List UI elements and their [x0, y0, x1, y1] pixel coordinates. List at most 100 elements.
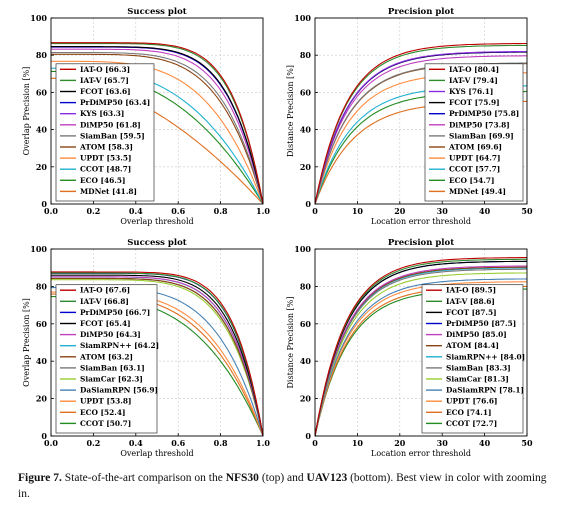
nfs-precision-series-line-iat-o [315, 42, 527, 204]
uav-precision-legend-entry: DaSiamRPN [78.1] [446, 386, 524, 395]
nfs-precision-series-group [315, 42, 527, 204]
uav-precision-series-line-iat-o [315, 257, 527, 436]
nfs-success-legend-entry: IAT-V [65.7] [80, 76, 129, 85]
uav-precision-series-group [315, 257, 527, 436]
nfs-precision-ytick-label: 0 [305, 199, 311, 209]
nfs-precision-legend-entry: IAT-V [79.4] [449, 76, 498, 85]
uav-success-series-line-dimp50 [51, 276, 263, 436]
nfs-success-xtick-label: 0.6 [171, 206, 185, 216]
uav-precision-legend-entry: PrDiMP50 [87.5] [446, 319, 516, 328]
nfs-precision-xtick-label: 50 [521, 206, 533, 216]
nfs-success-xlabel: Overlap threshold [120, 217, 193, 226]
nfs-success-series-line-iat-v [51, 43, 263, 204]
nfs-precision-plot-frame [314, 17, 528, 205]
uav-success-legend-entry: UPDT [53.8] [80, 397, 131, 406]
uav-precision-ytick-label: 0 [305, 431, 311, 441]
uav-success-xtick-label: 0.4 [129, 438, 143, 448]
nfs-success-legend-entry: ECO [46.5] [80, 176, 126, 185]
nfs-precision-chart: 0 10 20 30 40 50 0 20 40 60 80 100 Precision plot Loc… [286, 7, 533, 226]
uav-precision-legend-entry: UPDT [76.6] [446, 397, 497, 406]
uav-success-ytick-label: 0 [41, 431, 47, 441]
nfs-success-legend-entry: SiamBan [59.5] [80, 131, 145, 140]
nfs-precision-xlabel: Location error threshold [371, 217, 471, 226]
nfs-precision-title: Precision plot [388, 7, 454, 17]
uav-success-legend-entry: DaSiamRPN [56.9] [80, 386, 158, 395]
nfs-precision-legend-entry: DiMP50 [73.8] [449, 120, 510, 129]
nfs-precision-legend-entry: ATOM [69.6] [448, 143, 502, 152]
nfs-precision-series-line-kys [315, 50, 527, 204]
nfs-success-series-line-fcot [51, 46, 263, 204]
uav-success-xtick-label: 0.8 [214, 438, 228, 448]
uav-success-ytick-label: 80 [36, 281, 48, 291]
uav-precision-legend-entry: SiamBan [83.3] [446, 363, 511, 372]
uav-precision-xtick-label: 10 [352, 438, 364, 448]
nfs-precision-series-line-iat-v [315, 44, 527, 204]
uav-success-xtick-label: 0.6 [171, 438, 185, 448]
nfs-precision-xtick-label: 20 [394, 206, 406, 216]
caption-text-middle: (top) and [261, 472, 304, 484]
nfs-success-legend-entry: UPDT [53.5] [80, 154, 131, 163]
nfs-precision-ytick-label: 80 [300, 50, 312, 60]
nfs-success-legend-entry: CCOT [48.7] [80, 165, 131, 174]
nfs-success-ytick-label: 0 [41, 199, 47, 209]
uav-success-legend-entry: ATOM [63.2] [79, 352, 133, 361]
nfs-precision-legend-entry: MDNet [49.4] [449, 187, 506, 196]
nfs-precision-legend-entry: CCOT [57.7] [449, 165, 500, 174]
uav-precision-legend-entry: DiMP50 [85.0] [446, 330, 507, 339]
nfs-precision-legend-entry: PrDiMP50 [75.8] [449, 109, 519, 118]
nfs-success-legend-entry: KYS [63.3] [80, 109, 124, 118]
uav-precision-series-line-fcot [315, 260, 527, 436]
caption-dataset-bottom: UAV123 [306, 472, 348, 484]
nfs-success-legend-entry: IAT-O [66.3] [80, 65, 130, 74]
nfs-precision-ytick-label: 40 [300, 125, 312, 135]
uav-precision-series-line-dasiamrpn [315, 278, 527, 436]
nfs-success-legend-entry: PrDiMP50 [63.4] [80, 98, 150, 107]
uav-precision-ytick-label: 60 [300, 319, 312, 329]
nfs-success-xtick-label: 0.0 [44, 206, 58, 216]
uav-success-legend-box [55, 284, 158, 434]
caption-label: Figure 7. [18, 472, 62, 484]
uav-precision-legend-entry: FCOT [87.5] [446, 308, 497, 317]
nfs-success-series-line-atom [51, 53, 263, 204]
uav-precision-title: Precision plot [388, 238, 454, 248]
uav-precision-series-line-dimp50 [315, 265, 527, 436]
uav-success-plot-frame [50, 248, 264, 437]
uav-precision-ylabel: Distance Precision [%] [286, 297, 295, 389]
uav-success-ytick-label: 100 [30, 244, 47, 254]
nfs-success-xtick-label: 0.2 [86, 206, 100, 216]
nfs-success-legend-entry: ATOM [58.3] [79, 143, 133, 152]
uav-precision-legend-entry: CCOT [72.7] [446, 419, 497, 428]
uav-success-xtick-label: 1.0 [256, 438, 270, 448]
uav-success-ytick-label: 20 [36, 394, 48, 404]
uav-precision-ytick-label: 40 [300, 356, 312, 366]
uav-success-legend-entry: FCOT [65.4] [80, 319, 131, 328]
nfs-success-ytick-label: 20 [36, 162, 48, 172]
uav-success-legend-entry: CCOT [50.7] [80, 419, 131, 428]
figure-caption: Figure 7. State-of-the-art comparison on… [18, 470, 548, 502]
uav-precision-legend-entry: ATOM [84.4] [445, 341, 499, 350]
nfs-precision-ytick-label: 100 [294, 13, 311, 23]
uav-success-series-line-iat-o [51, 271, 263, 436]
uav-success-legend-entry: DiMP50 [64.3] [80, 330, 141, 339]
uav-success-legend-entry: SiamBan [63.1] [80, 363, 145, 372]
nfs-precision-legend-entry: UPDT [64.7] [449, 154, 500, 163]
nfs-success-ytick-label: 40 [36, 125, 48, 135]
nfs-precision-legend-box [424, 63, 524, 202]
uav-precision-xtick-label: 30 [437, 438, 449, 448]
nfs-success-legend-entry: MDNet [41.8] [80, 187, 137, 196]
uav-precision-ytick-label: 80 [300, 281, 312, 291]
nfs-success-xtick-label: 1.0 [256, 206, 270, 216]
uav-precision-xtick-label: 0 [312, 438, 318, 448]
uav-success-legend-entry: IAT-V [66.8] [80, 297, 129, 306]
nfs-success-series-line-iat-o [51, 42, 263, 204]
uav-success-legend: IAT-O [67.6] IAT-V [66.8] PrDiMP50 [66.7] F… [55, 284, 159, 434]
uav-success-legend-entry: IAT-O [67.6] [80, 286, 130, 295]
uav-precision-series-line-iat-v [315, 258, 527, 436]
uav-success-series-line-atom [51, 277, 263, 436]
uav-precision-legend-box [421, 284, 524, 434]
nfs-success-legend-entry: FCOT [63.6] [80, 87, 131, 96]
uav-precision-plot-frame [314, 248, 528, 437]
nfs-precision-xtick-label: 30 [437, 206, 449, 216]
nfs-precision-legend-entry: KYS [76.1] [449, 87, 493, 96]
